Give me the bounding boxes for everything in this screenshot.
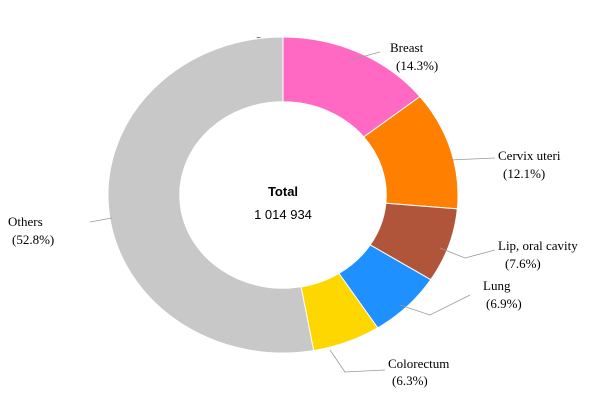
category-label: Lung bbox=[483, 278, 511, 293]
leader-line bbox=[89, 217, 113, 223]
center-title: Total bbox=[268, 184, 298, 199]
category-label: Cervix uteri bbox=[498, 148, 561, 163]
value-label: (14.3%) bbox=[396, 58, 438, 73]
category-label: Breast bbox=[390, 40, 424, 55]
value-label: (52.8%) bbox=[12, 232, 54, 247]
leader-line bbox=[349, 51, 381, 61]
donut bbox=[107, 36, 459, 354]
leader-line bbox=[439, 247, 496, 259]
center-value: 1 014 934 bbox=[254, 207, 312, 222]
leader-lines bbox=[89, 51, 496, 373]
category-label: Others bbox=[8, 214, 43, 229]
leader-line bbox=[449, 157, 496, 161]
wedge bbox=[107, 36, 315, 354]
leader-line bbox=[329, 349, 386, 373]
value-label: (6.3%) bbox=[392, 373, 428, 388]
leader-line bbox=[399, 294, 471, 316]
value-label: (6.9%) bbox=[486, 296, 522, 311]
value-label: (7.6%) bbox=[505, 256, 541, 271]
category-label: Colorectum bbox=[388, 356, 449, 371]
category-label: Lip, oral cavity bbox=[498, 238, 578, 253]
value-label: (12.1%) bbox=[503, 166, 545, 181]
